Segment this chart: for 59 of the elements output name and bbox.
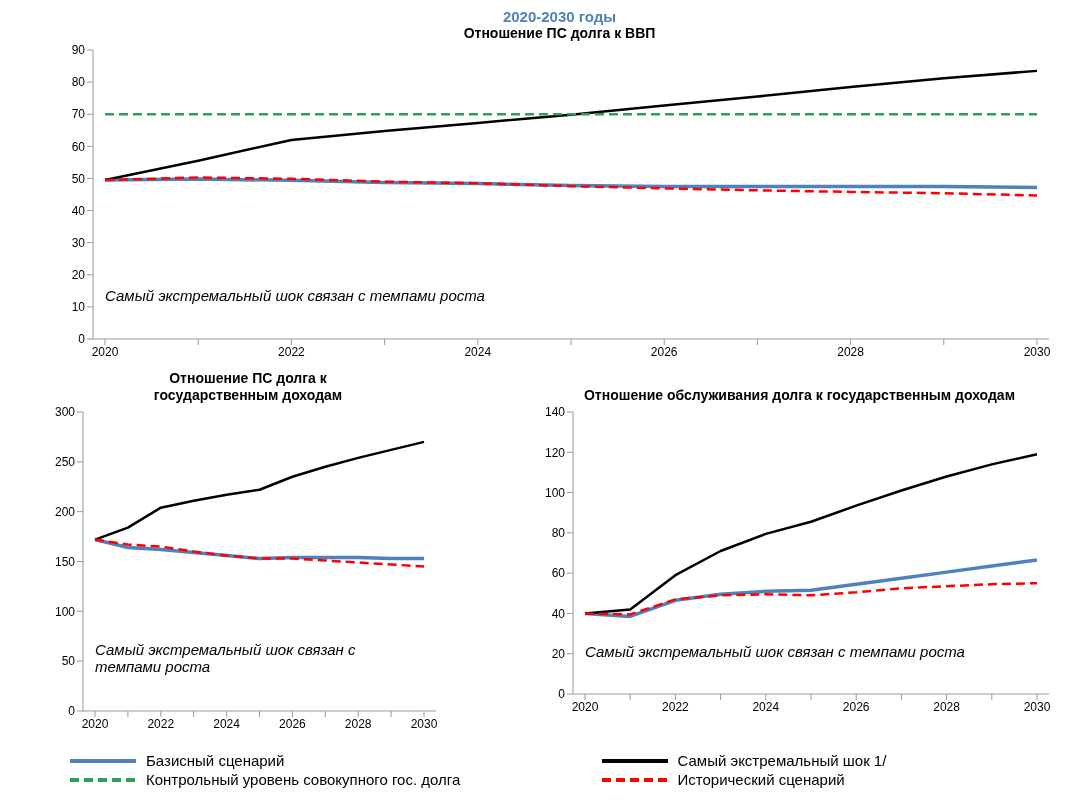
y-tick-label: 20 [551,646,566,661]
legend-label: Базисный сценарий [146,752,285,769]
line-series [583,581,1039,616]
legend-label: Самый экстремальный шок 1/ [677,752,887,769]
chart-title: Отношение ПС долга к ВВП [462,25,657,42]
x-tick-label: 2022 [278,344,306,359]
legend-label: Исторический сценарий [677,771,845,788]
x-tick-label: 2024 [752,699,780,714]
y-tick-label: 60 [71,139,86,154]
x-tick-label: 2028 [344,716,372,731]
y-tick-label: 80 [551,526,566,541]
y-tick-label: 140 [544,405,566,420]
y-tick-label: 50 [61,654,76,669]
y-tick-label: 20 [71,268,86,283]
y-tick-label: 60 [551,566,566,581]
x-tick-label: 2026 [842,699,870,714]
chart-title: Отношение обслуживания долга к государственным доходам [583,387,1016,404]
annotation: Самый экстремальный шок связан с темпами роста [585,643,966,661]
line-series [93,538,426,568]
x-tick-label: 2030 [1023,699,1051,714]
x-tick-label: 2026 [279,716,307,731]
annotation: Самый экстремальный шок связан с темпами роста [95,641,357,676]
x-tick-label: 2028 [837,344,865,359]
y-tick-label: 100 [544,485,566,500]
x-tick-label: 2030 [1023,344,1051,359]
y-tick-label: 300 [54,405,76,420]
y-tick-label: 40 [71,203,86,218]
x-tick-label: 2022 [147,716,175,731]
y-tick-label: 0 [68,704,76,719]
x-tick-label: 2030 [410,716,438,731]
y-tick-label: 10 [71,300,86,315]
x-tick-label: 2022 [662,699,690,714]
y-tick-label: 80 [71,75,86,90]
x-tick-label: 2024 [464,344,492,359]
y-tick-label: 70 [71,107,86,122]
y-tick-label: 40 [551,606,566,621]
line-series [93,440,426,541]
x-tick-label: 2020 [571,699,599,714]
line-series [103,176,1039,197]
x-tick-label: 2020 [81,716,109,731]
line-series [103,69,1039,182]
chart-title: Отношение ПС долга к государственным доходам [152,370,344,404]
y-tick-label: 200 [54,504,76,519]
x-tick-label: 2026 [650,344,678,359]
y-tick-label: 100 [54,604,76,619]
y-tick-label: 30 [71,235,86,250]
y-tick-label: 50 [71,171,86,186]
chart-subtitle: 2020-2030 годы [501,8,618,25]
annotation: Самый экстремальный шок связан с темпами роста [105,287,486,305]
y-tick-label: 90 [71,43,86,58]
x-tick-label: 2024 [213,716,241,731]
legend-label: Контрольный уровень совокупного гос. долга [146,771,461,788]
x-tick-label: 2020 [91,344,119,359]
x-tick-label: 2028 [933,699,961,714]
y-tick-label: 0 [78,332,86,347]
y-tick-label: 120 [544,445,566,460]
y-tick-label: 250 [54,455,76,470]
y-tick-label: 0 [558,687,566,702]
y-tick-label: 150 [54,554,76,569]
